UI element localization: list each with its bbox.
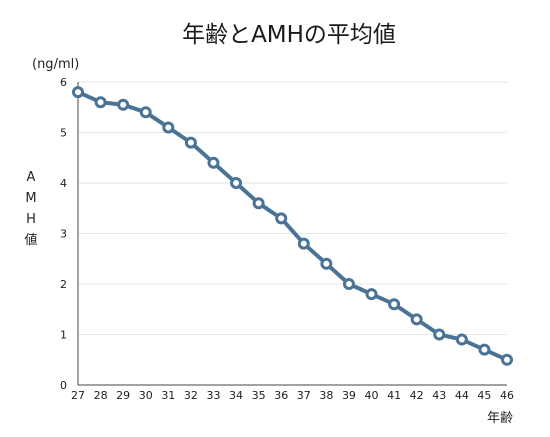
x-tick-label: 36 xyxy=(274,389,288,402)
y-axis-label-char: M xyxy=(25,191,36,206)
y-tick-label: 0 xyxy=(60,379,67,392)
x-axis-ticks: 27 28 29 30 31 32 33 34 35 36 37 38 39 40 41 42 43 44 45 46 xyxy=(71,389,514,402)
y-tick-label: 1 xyxy=(60,329,67,342)
y-tick-label: 2 xyxy=(60,278,67,291)
data-point xyxy=(297,237,310,250)
x-tick-label: 28 xyxy=(94,389,108,402)
x-tick-label: 39 xyxy=(342,389,356,402)
data-point xyxy=(94,96,107,109)
data-point xyxy=(433,328,446,341)
data-point xyxy=(252,197,265,210)
data-point xyxy=(230,177,243,189)
data-point xyxy=(184,136,197,149)
data-point xyxy=(162,121,175,134)
x-tick-label: 34 xyxy=(229,389,243,402)
data-point xyxy=(342,278,355,290)
chart-title: 年齢とAMHの平均値 xyxy=(182,22,396,48)
x-tick-label: 35 xyxy=(252,389,266,402)
x-tick-label: 44 xyxy=(455,389,469,402)
data-point xyxy=(207,156,220,169)
data-point xyxy=(410,313,423,326)
y-axis-label-char: H xyxy=(26,212,36,227)
x-tick-label: 33 xyxy=(206,389,220,402)
axes xyxy=(77,82,507,386)
x-tick-label: 27 xyxy=(71,389,85,402)
x-tick-label: 38 xyxy=(319,389,333,402)
data-point xyxy=(501,353,513,366)
x-tick-label: 46 xyxy=(500,389,514,402)
y-tick-label: 3 xyxy=(60,228,67,241)
data-point xyxy=(117,98,130,111)
gridlines xyxy=(78,81,507,335)
x-tick-label: 29 xyxy=(116,389,130,402)
data-point xyxy=(455,333,468,346)
x-axis-label: 年齢 xyxy=(487,411,513,426)
y-axis-label-char: A xyxy=(27,170,36,185)
x-tick-label: 30 xyxy=(139,389,153,402)
y-tick-label: 6 xyxy=(60,76,67,89)
data-point xyxy=(139,106,152,119)
data-point xyxy=(365,288,378,301)
x-tick-label: 32 xyxy=(184,389,198,402)
x-tick-label: 45 xyxy=(477,389,491,402)
data-point xyxy=(320,257,333,270)
data-point xyxy=(478,343,491,356)
x-tick-label: 40 xyxy=(365,389,379,402)
x-tick-label: 41 xyxy=(387,389,401,402)
data-point xyxy=(388,298,401,311)
data-point xyxy=(275,212,288,225)
x-tick-label: 43 xyxy=(432,389,446,402)
x-tick-label: 42 xyxy=(410,389,424,402)
y-axis-label-char: 値 xyxy=(24,232,37,248)
x-tick-label: 31 xyxy=(161,389,175,402)
x-tick-label: 37 xyxy=(297,389,311,402)
y-tick-label: 4 xyxy=(60,177,67,190)
y-axis-unit-label: (ng/ml) xyxy=(32,57,79,72)
y-axis-ticks: 0 1 2 3 4 5 6 xyxy=(60,76,67,392)
data-point xyxy=(72,86,84,99)
y-axis-label: A M H 値 xyxy=(24,170,37,248)
data-series xyxy=(72,86,513,366)
y-tick-label: 5 xyxy=(60,127,67,140)
